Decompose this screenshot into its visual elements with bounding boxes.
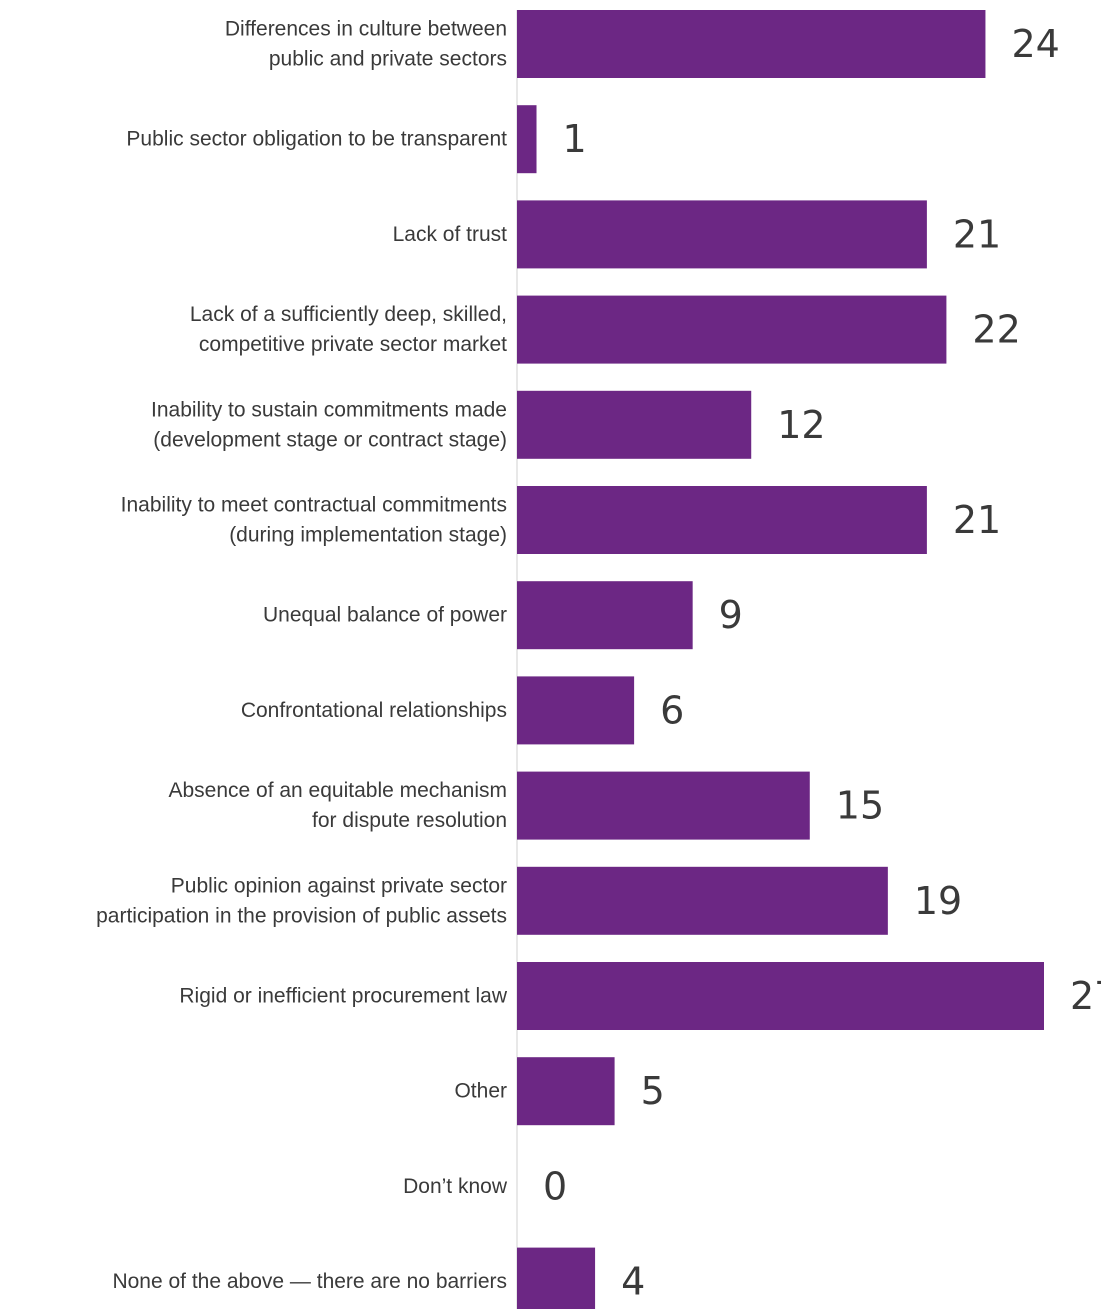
category-label-0: Differences in culture between public and… [225, 18, 507, 71]
bar-13 [517, 1247, 596, 1309]
bar-11 [517, 1057, 615, 1126]
category-label-1: Public sector obligation to be transpare… [126, 128, 507, 151]
category-label-12: Don’t know [403, 1175, 508, 1198]
bar-0 [517, 10, 986, 78]
category-label-7: Confrontational relationships [241, 699, 507, 722]
value-label-3: 22 [972, 308, 1020, 352]
bar-4 [517, 390, 752, 459]
category-label-13: None of the above — there are no barrier… [112, 1270, 507, 1293]
value-label-9: 19 [914, 879, 962, 923]
bar-3 [517, 295, 947, 364]
category-label-2: Lack of trust [393, 223, 508, 246]
category-labels-layer: Differences in culture between public and… [96, 18, 508, 1294]
value-label-0: 24 [1011, 22, 1059, 66]
value-label-5: 21 [953, 498, 1001, 542]
bar-1 [517, 105, 537, 174]
bar-8 [517, 771, 810, 840]
category-label-5: Inability to meet contractual commitment… [121, 494, 507, 547]
bar-6 [517, 581, 693, 650]
bar-5 [517, 486, 927, 554]
bar-7 [517, 676, 635, 745]
value-label-11: 5 [641, 1069, 665, 1113]
category-label-8: Absence of an equitable mechanism for dis… [168, 779, 507, 832]
category-label-6: Unequal balance of power [263, 604, 507, 627]
value-label-1: 1 [563, 117, 587, 161]
bar-9 [517, 866, 888, 935]
bars-layer [517, 10, 1044, 1309]
category-label-10: Rigid or inefficient procurement law [179, 985, 507, 1008]
category-label-9: Public opinion against private sector par… [96, 874, 507, 927]
value-label-4: 12 [777, 403, 825, 447]
bar-10 [517, 962, 1044, 1030]
value-labels-layer: 24 1 21 22 12 21 9 6 15 19 27 5 0 4 [543, 22, 1101, 1304]
value-label-13: 4 [621, 1260, 645, 1304]
value-label-2: 21 [953, 212, 1001, 256]
bar-2 [517, 200, 927, 269]
value-label-6: 9 [719, 593, 743, 637]
category-label-3: Lack of a sufficiently deep, skilled, com… [190, 303, 507, 356]
value-label-8: 15 [836, 784, 884, 828]
value-label-7: 6 [660, 688, 684, 732]
category-label-11: Other [454, 1080, 507, 1103]
value-label-10: 27 [1070, 974, 1101, 1018]
value-label-12: 0 [543, 1164, 567, 1208]
category-label-4: Inability to sustain commitments made (de… [151, 398, 507, 451]
